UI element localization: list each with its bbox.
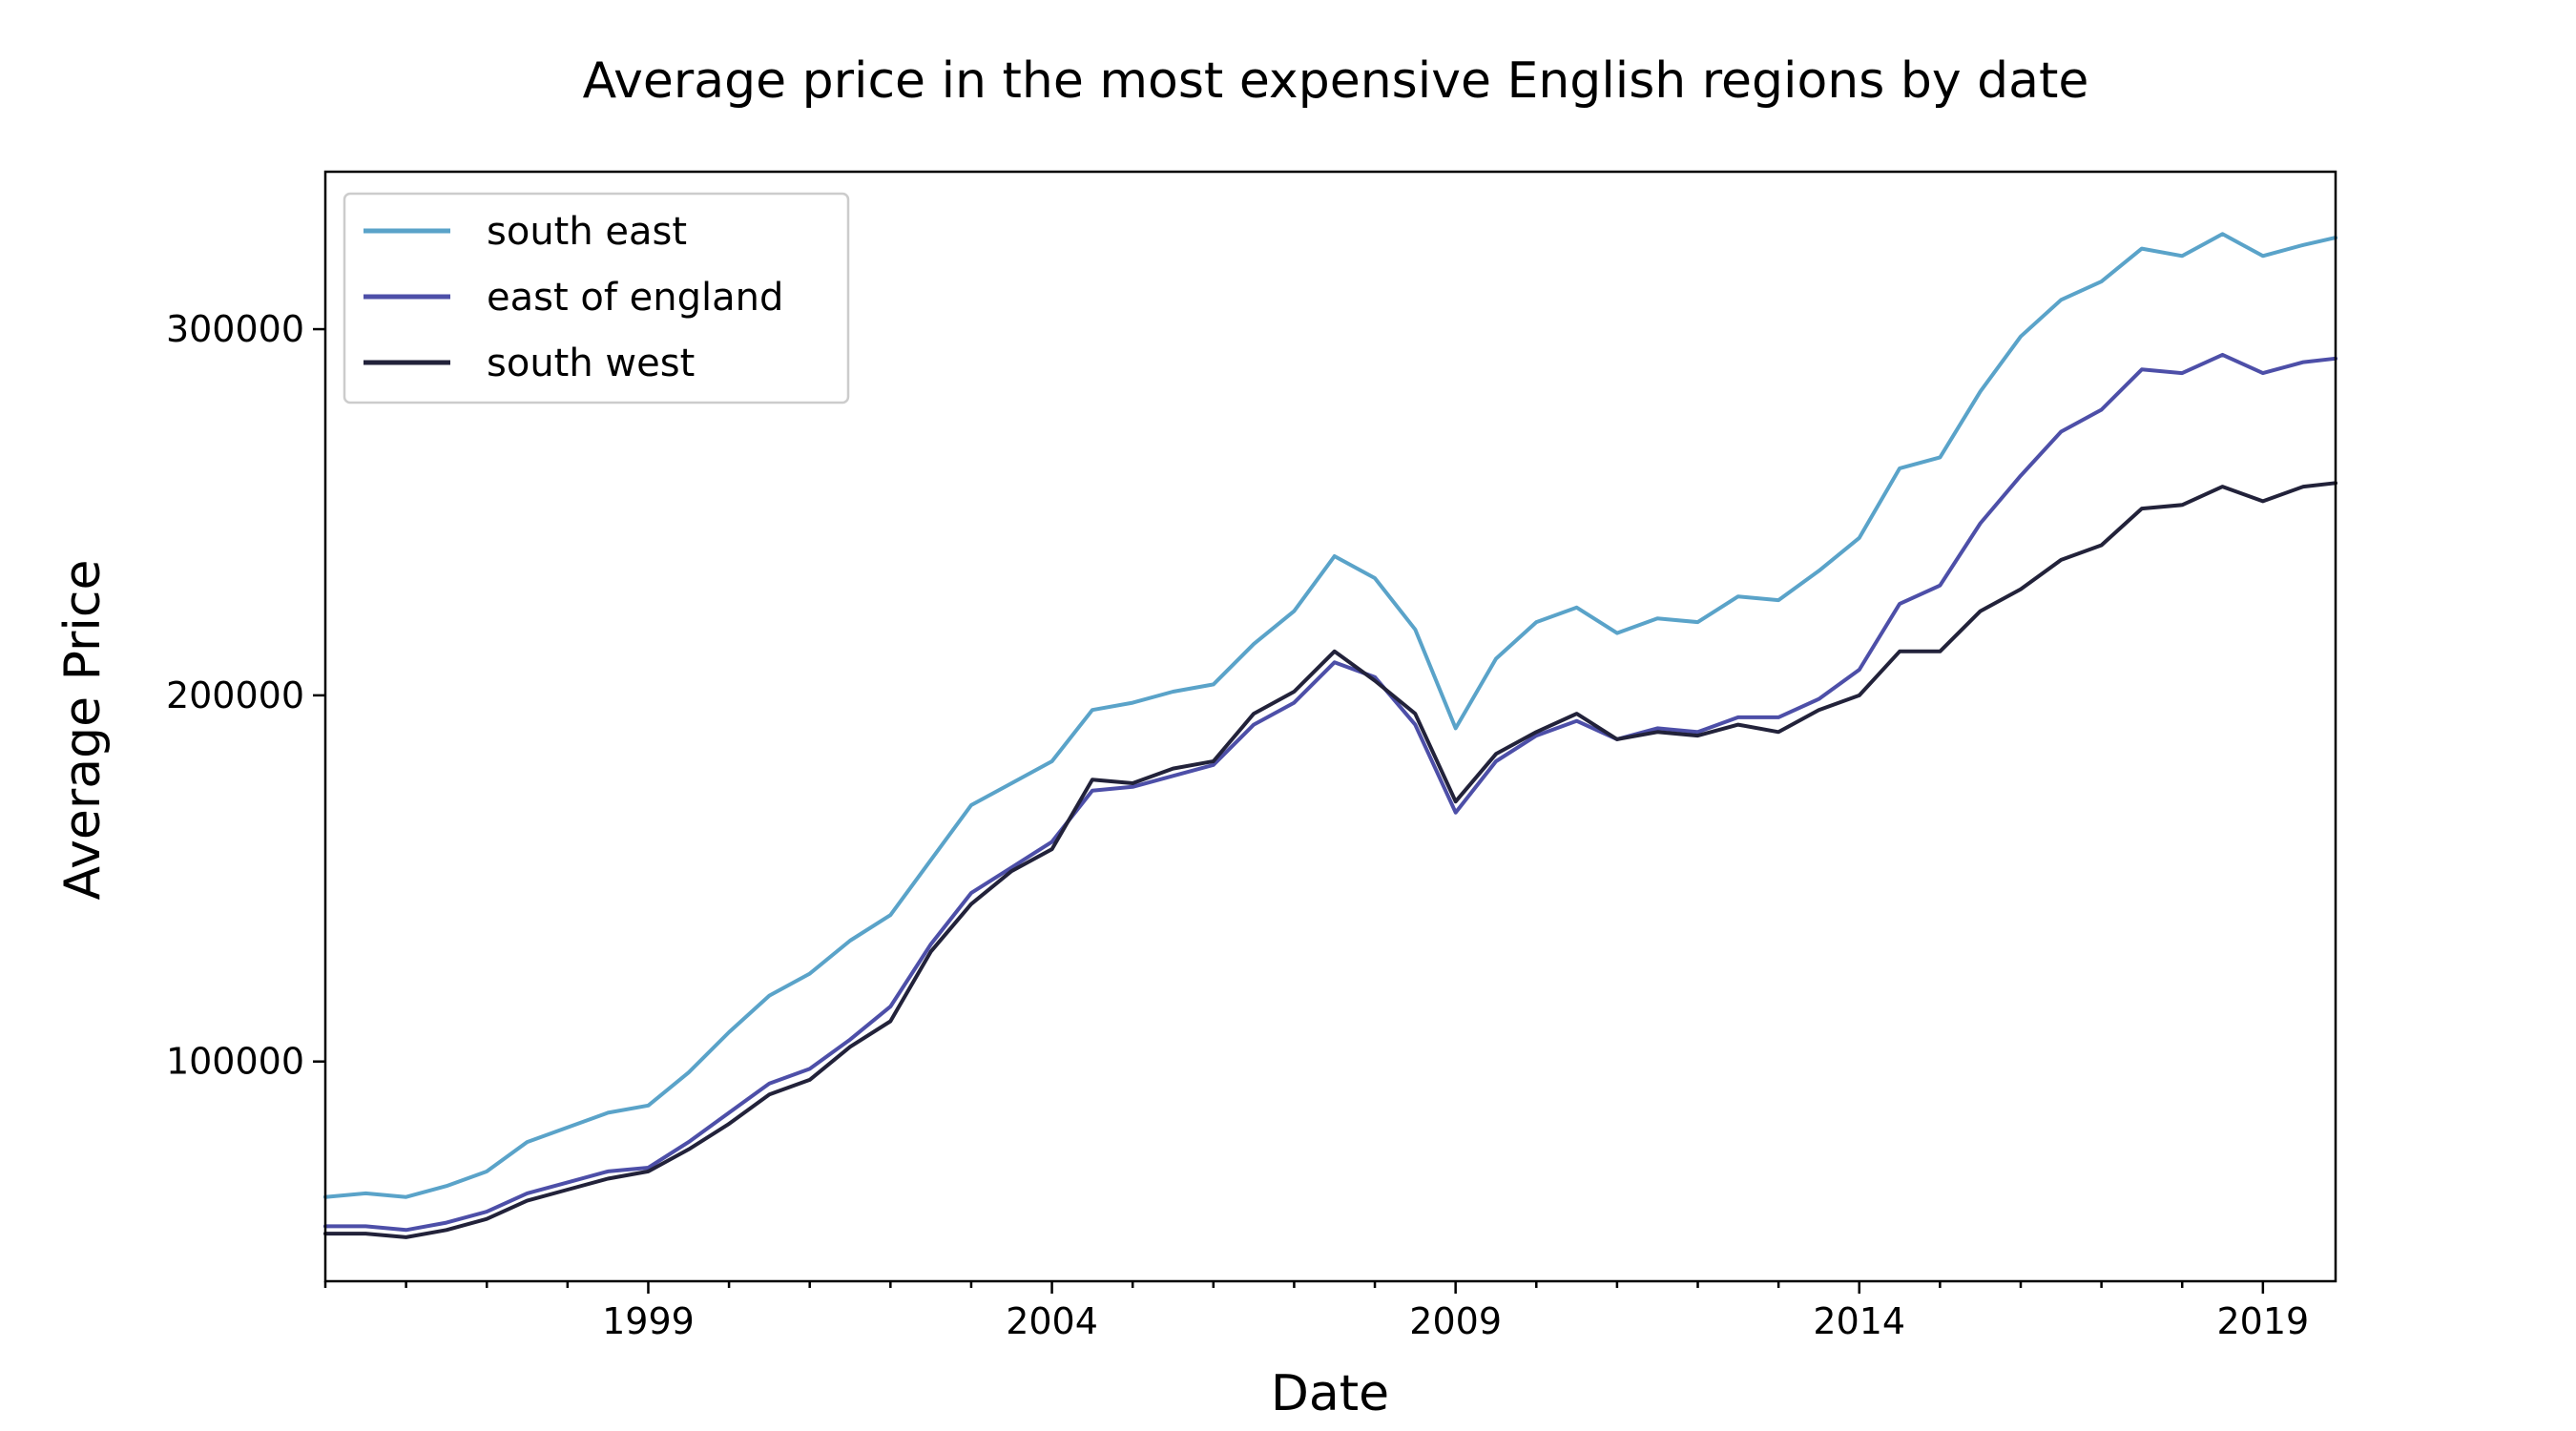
y-axis-label: Average Price xyxy=(54,560,112,901)
legend: south east east of england south west xyxy=(343,192,850,404)
series-line-east-of-england xyxy=(323,352,2337,1233)
x-tick-label: 2009 xyxy=(1409,1300,1502,1342)
legend-label-east-of-england: east of england xyxy=(487,276,783,320)
legend-label-south-east: south east xyxy=(487,210,687,254)
y-tick-label: 200000 xyxy=(166,674,304,716)
y-tick-label: 100000 xyxy=(166,1041,304,1083)
x-axis-label: Date xyxy=(1271,1365,1389,1422)
chart-title: Average price in the most expensive Engl… xyxy=(583,52,2089,110)
x-tick-label: 1999 xyxy=(602,1300,695,1342)
y-tick-label: 300000 xyxy=(166,308,304,350)
legend-label-south-west: south west xyxy=(487,342,695,385)
plot-frame xyxy=(323,170,2337,1283)
series-line-south-west xyxy=(323,481,2337,1239)
plot-area xyxy=(323,232,2337,1239)
series-line-south-east xyxy=(323,232,2337,1199)
axis-ticks: 1999 2004 2009 2014 2019 100000 200000 300000 xyxy=(166,308,2309,1342)
x-tick-label: 2014 xyxy=(1813,1300,1905,1342)
x-tick-label: 2004 xyxy=(1006,1300,1098,1342)
x-tick-label: 2019 xyxy=(2216,1300,2309,1342)
legend-box xyxy=(343,192,850,404)
